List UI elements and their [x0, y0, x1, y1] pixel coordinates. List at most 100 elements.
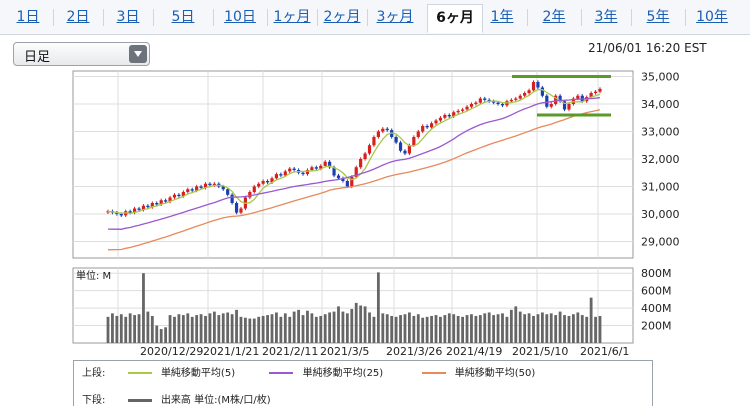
volume-bar	[572, 314, 575, 343]
volume-tick-label-3: 800M	[641, 267, 672, 280]
candle-body	[137, 208, 141, 210]
volume-bar	[527, 313, 531, 343]
candle-body	[186, 189, 190, 192]
volume-bar	[403, 314, 407, 343]
volume-bar	[416, 314, 420, 343]
volume-bar	[164, 327, 168, 343]
candle-body	[421, 126, 425, 132]
candle-body	[172, 194, 177, 198]
chevron-down-icon[interactable]	[129, 45, 147, 63]
candle-body	[545, 95, 549, 107]
tab-13[interactable]: 10年	[696, 9, 728, 25]
tab-7[interactable]: 3ヶ月	[376, 9, 414, 25]
candle-body	[212, 183, 216, 186]
candle-body	[372, 137, 376, 146]
volume-bar	[195, 315, 199, 343]
legend-ma25-label: 単純移動平均(25)	[302, 368, 384, 379]
volume-tick-label-2: 600M	[641, 285, 672, 298]
volume-bar	[554, 315, 558, 343]
tab-12[interactable]: 5年	[646, 9, 670, 25]
volume-bar	[133, 315, 136, 343]
volume-bar	[106, 316, 110, 343]
candle-body	[407, 145, 412, 154]
volume-bar	[412, 315, 416, 343]
volume-bar	[239, 316, 243, 343]
candle-body	[128, 211, 132, 213]
tab-6[interactable]: 2ヶ月	[323, 9, 361, 25]
candle-body	[425, 126, 429, 128]
candle-body	[483, 98, 487, 100]
volume-bar	[301, 315, 305, 343]
candle-body	[305, 170, 310, 175]
tab-2[interactable]: 3日	[116, 9, 140, 25]
volume-bar	[257, 316, 261, 343]
volume-bar	[532, 315, 535, 343]
volume-bar	[292, 311, 296, 343]
volume-bar	[230, 314, 234, 343]
volume-bar	[146, 311, 150, 343]
tab-10[interactable]: 2年	[542, 9, 566, 25]
tab-9[interactable]: 1年	[490, 9, 514, 25]
candle-body	[168, 197, 172, 202]
candle-body	[363, 153, 367, 159]
volume-bar	[261, 315, 265, 343]
volume-tick-label-0: 200M	[641, 320, 672, 333]
volume-bar	[443, 315, 447, 343]
candle-body	[234, 203, 239, 213]
candle-body	[593, 91, 598, 93]
candle-body	[159, 200, 163, 205]
tab-separator	[685, 9, 686, 26]
candle-body	[403, 150, 407, 154]
candle-body	[283, 171, 287, 176]
tab-8[interactable]: 6ヶ月	[427, 4, 483, 33]
ma5-line	[107, 89, 601, 214]
candle-body	[398, 142, 403, 151]
candle-body	[150, 203, 154, 208]
volume-bar	[328, 312, 332, 343]
candle-body	[146, 205, 150, 208]
price-plot-area	[72, 70, 634, 259]
candle-body	[549, 104, 553, 107]
candle-body	[576, 95, 580, 99]
volume-bar	[567, 315, 571, 343]
volume-bar	[598, 315, 602, 343]
tab-1[interactable]: 2日	[66, 9, 90, 25]
candle-body	[523, 93, 527, 96]
tab-0[interactable]: 1日	[16, 9, 40, 25]
candle-body	[376, 131, 380, 137]
candle-body	[487, 99, 491, 102]
candle-body	[367, 145, 372, 154]
price-tick-label-4: 33,000	[641, 126, 680, 139]
tab-4[interactable]: 10日	[224, 9, 256, 25]
volume-bar	[456, 315, 460, 343]
volume-bar	[341, 311, 345, 343]
candle-body	[456, 110, 460, 113]
tab-3[interactable]: 5日	[171, 9, 195, 25]
volume-bar	[252, 318, 256, 343]
volume-bar	[523, 314, 527, 343]
volume-bar	[177, 314, 181, 343]
volume-bar	[474, 315, 478, 343]
candle-body	[345, 181, 349, 187]
candle-body	[527, 90, 531, 93]
candle-body	[447, 115, 451, 117]
volume-bar	[589, 297, 593, 343]
price-tick-label-5: 34,000	[641, 98, 680, 111]
tab-5[interactable]: 1ヶ月	[273, 9, 311, 25]
candle-body	[540, 87, 544, 96]
volume-bar	[181, 315, 185, 343]
volume-bar	[594, 316, 597, 343]
x-tick-label-5: 2021/4/19	[446, 345, 502, 358]
candle-body	[226, 189, 230, 195]
price-tick-label-6: 35,000	[641, 71, 680, 84]
tab-11[interactable]: 3年	[594, 9, 618, 25]
volume-bar	[501, 313, 504, 343]
ma50-line	[107, 109, 601, 251]
volume-bar	[279, 316, 283, 343]
volume-bar	[159, 329, 163, 343]
legend-ma5-label: 単純移動平均(5)	[160, 368, 236, 379]
interval-select[interactable]: 日足	[13, 42, 150, 66]
x-tick-label-6: 2021/5/10	[512, 345, 568, 358]
volume-bar	[155, 325, 159, 343]
